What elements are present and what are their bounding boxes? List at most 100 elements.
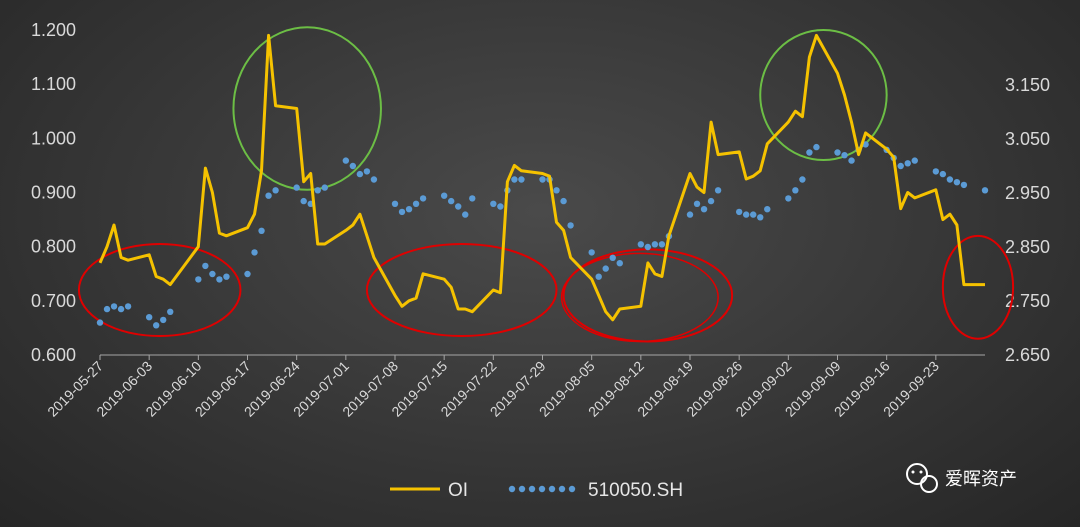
- left-tick-label: 0.700: [31, 291, 76, 311]
- point-510050: [560, 197, 567, 205]
- point-510050: [216, 276, 223, 283]
- left-tick-label: 0.600: [31, 345, 76, 365]
- right-tick-label: 2.950: [1005, 183, 1050, 203]
- point-510050: [595, 273, 602, 280]
- point-510050: [567, 222, 574, 229]
- point-510050: [911, 157, 918, 164]
- point-510050: [518, 176, 525, 183]
- series-oi-line: [98, 33, 985, 322]
- point-510050: [223, 273, 230, 280]
- point-510050: [953, 179, 961, 186]
- point-510050: [588, 249, 595, 256]
- point-510050: [412, 200, 420, 207]
- point-510050: [167, 308, 174, 315]
- left-tick-label: 1.000: [31, 128, 76, 148]
- annotation-ellipse-3: [365, 242, 558, 338]
- point-510050: [398, 208, 406, 216]
- left-tick-label: 0.800: [31, 237, 76, 257]
- legend-dot: [508, 485, 516, 493]
- annotation-ellipse-2: [232, 26, 382, 191]
- point-510050: [272, 187, 279, 194]
- point-510050: [96, 319, 104, 326]
- point-510050: [813, 143, 820, 151]
- point-510050: [616, 260, 623, 267]
- right-tick-label: 2.750: [1005, 291, 1050, 311]
- point-510050: [195, 276, 202, 283]
- point-510050: [342, 157, 350, 164]
- point-510050: [258, 227, 265, 234]
- point-510050: [785, 195, 792, 202]
- point-510050: [293, 184, 300, 191]
- point-510050: [160, 316, 167, 324]
- point-510050: [735, 208, 743, 216]
- point-510050: [757, 214, 764, 221]
- point-510050: [553, 187, 560, 194]
- point-510050: [658, 241, 666, 248]
- point-510050: [981, 187, 989, 194]
- point-510050: [946, 176, 954, 183]
- wechat-icon: [906, 463, 938, 493]
- legend-label-oi: OI: [448, 480, 468, 501]
- left-tick-label: 1.100: [31, 74, 76, 94]
- point-510050: [651, 241, 659, 248]
- point-510050: [750, 211, 757, 218]
- point-510050: [145, 314, 153, 321]
- left-tick-label: 0.900: [31, 183, 76, 203]
- legend-dot: [568, 485, 576, 493]
- point-510050: [405, 206, 413, 213]
- point-510050: [124, 303, 132, 310]
- point-510050: [265, 192, 272, 199]
- point-510050: [602, 265, 609, 272]
- point-510050: [644, 243, 652, 251]
- legend-dot: [548, 485, 556, 493]
- series-group: [96, 33, 989, 329]
- point-510050: [300, 197, 307, 205]
- point-510050: [637, 241, 645, 248]
- point-510050: [455, 203, 462, 210]
- legend-dot: [528, 485, 536, 493]
- point-510050: [792, 187, 799, 194]
- point-510050: [370, 176, 378, 183]
- legend-dot: [518, 485, 526, 493]
- annotation-ellipse-5: [759, 29, 888, 161]
- legend-label-510050: 510050.SH: [588, 480, 683, 501]
- point-510050: [799, 176, 806, 183]
- point-510050: [511, 176, 518, 183]
- right-tick-label: 3.150: [1005, 75, 1050, 95]
- point-510050: [700, 206, 708, 213]
- legend-swatch-510050: [508, 485, 576, 493]
- point-510050: [447, 197, 455, 205]
- point-510050: [707, 197, 715, 205]
- annotation-circles: [77, 26, 1015, 343]
- right-tick-label: 2.650: [1005, 345, 1050, 365]
- annotation-ellipse-4-inner: [560, 252, 719, 343]
- point-510050: [932, 168, 940, 175]
- point-510050: [834, 149, 841, 156]
- point-510050: [419, 195, 427, 202]
- point-510050: [251, 249, 258, 256]
- right-tick-label: 2.850: [1005, 237, 1050, 257]
- point-510050: [897, 162, 904, 170]
- point-510050: [862, 141, 869, 148]
- point-510050: [462, 211, 469, 218]
- point-510050: [349, 162, 357, 170]
- point-510050: [686, 211, 694, 218]
- annotation-ellipse-1: [77, 242, 242, 338]
- point-510050: [960, 181, 968, 189]
- series-510050: [96, 141, 989, 329]
- point-510050: [152, 322, 160, 329]
- point-510050: [497, 203, 504, 210]
- annotation-ellipse-6: [941, 234, 1015, 340]
- axes: 0.600 0.700 0.800 0.900 1.000 1.100 1.200 2.650…: [31, 20, 1050, 420]
- watermark: 爱晖资产: [906, 463, 1017, 493]
- legend: OI 510050.SH: [390, 480, 683, 501]
- point-510050: [806, 149, 813, 156]
- point-510050: [391, 200, 399, 207]
- point-510050: [848, 157, 855, 164]
- point-510050: [490, 200, 497, 207]
- point-510050: [693, 200, 701, 207]
- right-tick-label: 3.050: [1005, 129, 1050, 149]
- point-510050: [714, 187, 722, 194]
- point-510050: [356, 170, 364, 178]
